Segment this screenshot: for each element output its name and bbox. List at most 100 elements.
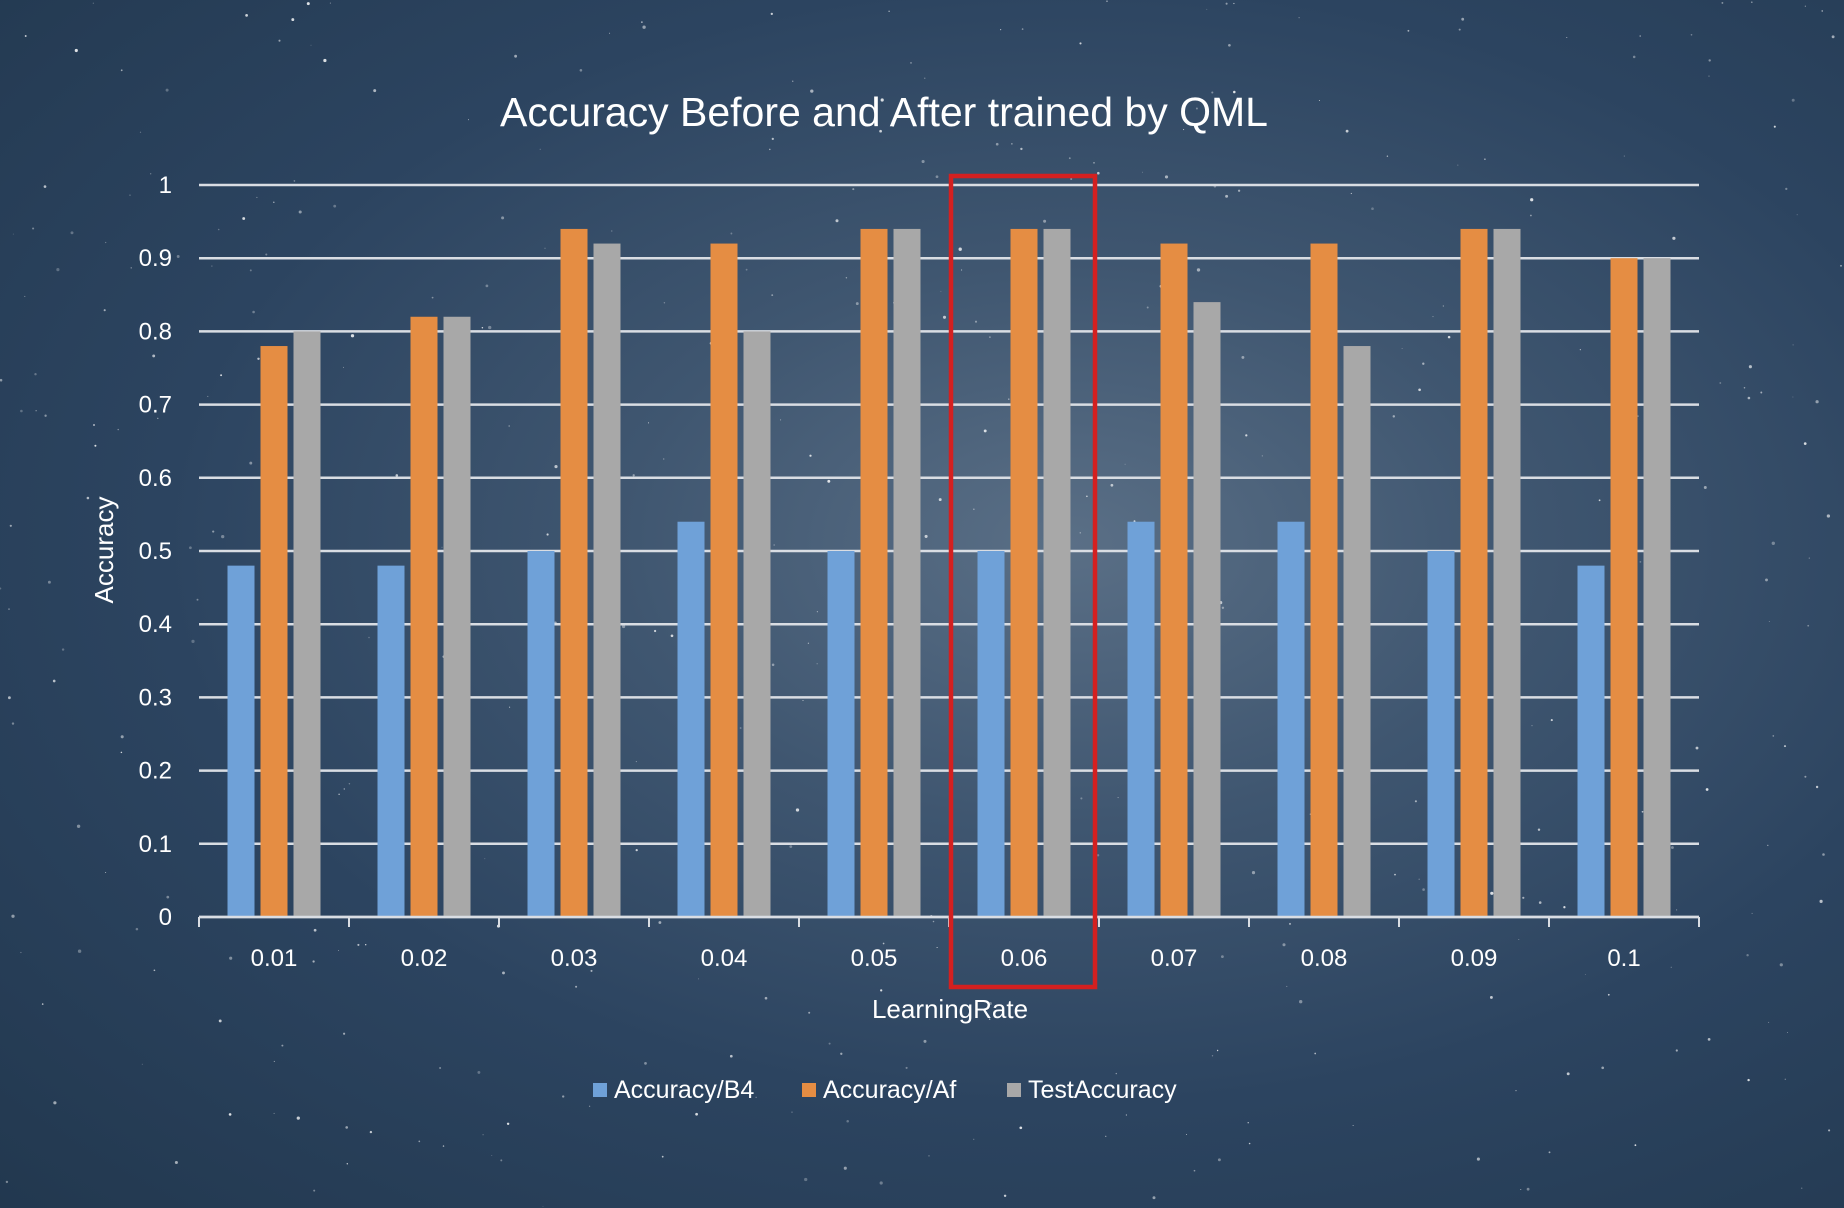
star xyxy=(1225,194,1229,198)
star xyxy=(357,943,360,946)
star xyxy=(730,232,733,235)
star xyxy=(1821,10,1823,12)
star xyxy=(1309,813,1311,815)
star xyxy=(8,608,10,610)
star xyxy=(611,230,613,232)
star xyxy=(1784,1078,1787,1081)
star xyxy=(880,989,883,992)
star xyxy=(1641,810,1644,813)
star xyxy=(1011,143,1013,145)
star xyxy=(1422,888,1425,891)
star xyxy=(542,1205,544,1207)
star xyxy=(1124,463,1126,465)
y-tick-labels: 0 0.1 0.2 0.3 0.4 0.5 0.6 0.7 0.8 0.9 1 xyxy=(139,172,172,931)
star xyxy=(1251,871,1256,875)
star xyxy=(1206,8,1208,10)
star xyxy=(1489,995,1493,999)
bar-accuracy-af xyxy=(410,316,438,917)
x-tick-label: 0.05 xyxy=(851,945,898,972)
star xyxy=(940,290,942,292)
star xyxy=(468,119,469,121)
star xyxy=(546,533,549,536)
star xyxy=(1010,106,1013,109)
star xyxy=(1068,157,1071,160)
bar-testaccuracy xyxy=(743,331,771,917)
star xyxy=(1531,725,1533,727)
star xyxy=(141,1063,143,1065)
star xyxy=(942,315,947,319)
star xyxy=(961,269,963,271)
x-tick-label: 0.02 xyxy=(401,945,448,972)
star xyxy=(1676,909,1678,911)
star xyxy=(1020,147,1023,151)
star xyxy=(105,871,107,874)
bar-testaccuracy xyxy=(293,331,321,917)
star xyxy=(1216,1049,1219,1052)
star xyxy=(932,920,935,923)
star xyxy=(313,928,317,932)
star xyxy=(554,465,558,469)
star xyxy=(1550,719,1553,722)
star xyxy=(484,858,486,860)
star xyxy=(539,148,541,150)
bars xyxy=(227,228,1671,918)
x-tick-label: 0.1 xyxy=(1607,945,1640,972)
star xyxy=(1771,541,1775,545)
star xyxy=(745,268,748,271)
star xyxy=(924,534,928,538)
star xyxy=(1008,398,1010,400)
legend-swatch xyxy=(1007,1083,1021,1097)
star xyxy=(1815,400,1819,404)
star xyxy=(1703,486,1707,489)
star xyxy=(481,326,484,329)
star xyxy=(5,1180,9,1184)
star xyxy=(44,414,47,417)
star xyxy=(1632,55,1636,59)
star xyxy=(621,624,626,629)
star xyxy=(771,137,774,141)
star xyxy=(1458,28,1461,31)
star xyxy=(773,544,776,546)
star xyxy=(1530,214,1532,217)
star xyxy=(509,706,511,708)
star xyxy=(588,1105,591,1107)
star xyxy=(0,378,3,382)
star xyxy=(273,201,275,203)
star xyxy=(189,546,192,550)
bar-accuracy-af xyxy=(710,243,738,917)
star xyxy=(1792,344,1794,346)
bar-testaccuracy xyxy=(593,243,621,917)
star xyxy=(1765,578,1768,582)
star xyxy=(53,1101,57,1105)
bar-accuracy-b4 xyxy=(1277,521,1305,917)
star xyxy=(439,1066,442,1070)
star xyxy=(1566,37,1568,39)
star xyxy=(130,267,132,269)
star xyxy=(338,793,340,795)
star xyxy=(983,429,987,433)
highlight-rectangle xyxy=(948,173,1098,990)
star xyxy=(1117,797,1119,799)
star xyxy=(1515,1090,1517,1092)
star xyxy=(281,1044,284,1047)
star xyxy=(1822,853,1825,856)
star xyxy=(892,124,895,127)
star xyxy=(166,895,170,899)
star xyxy=(1352,1125,1354,1126)
star xyxy=(1105,1135,1107,1137)
star xyxy=(641,21,643,23)
x-tick-label: 0.08 xyxy=(1301,945,1348,972)
star xyxy=(1484,158,1486,161)
star xyxy=(1261,455,1263,457)
star xyxy=(1195,107,1198,110)
star xyxy=(562,1095,565,1098)
star xyxy=(491,1154,493,1156)
star xyxy=(77,949,82,953)
star xyxy=(1146,306,1149,309)
bar-accuracy-b4 xyxy=(827,551,855,917)
star xyxy=(312,960,315,963)
star xyxy=(1566,1072,1570,1076)
star xyxy=(150,173,152,175)
star xyxy=(882,942,885,945)
bar-accuracy-af xyxy=(1160,243,1188,917)
